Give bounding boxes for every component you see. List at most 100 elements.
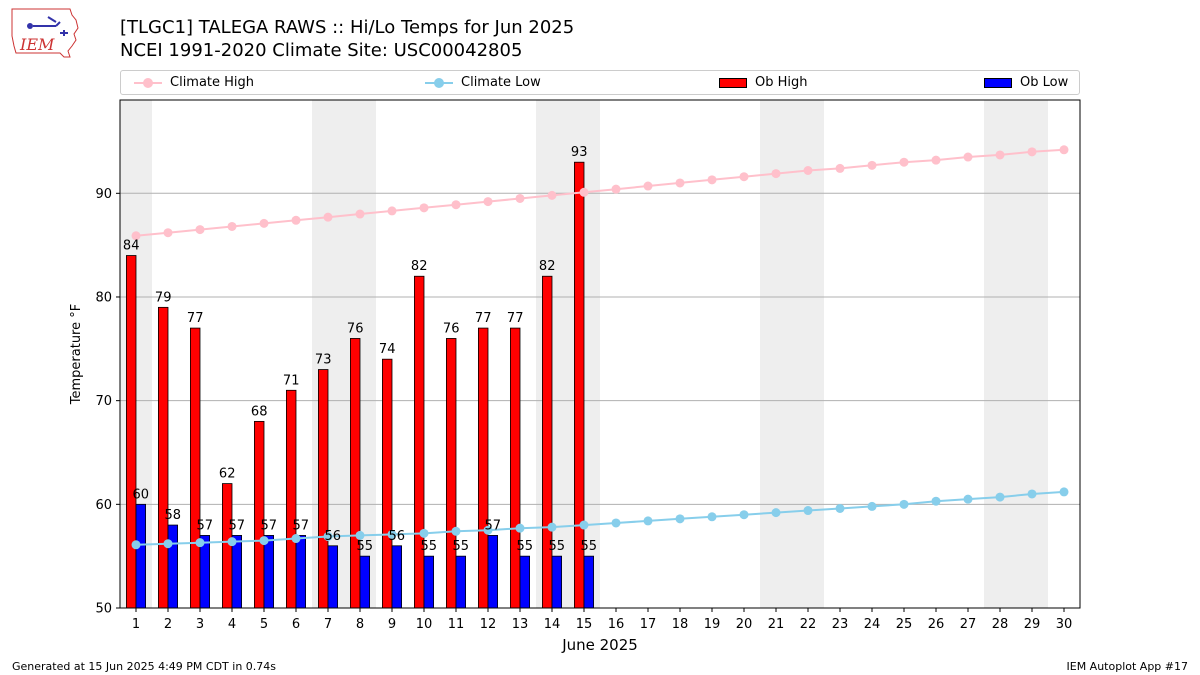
climate-low-point <box>995 492 1005 502</box>
climate-high-point <box>899 157 909 167</box>
bar-value-label: 57 <box>229 518 246 533</box>
ob-low-bar <box>327 545 339 608</box>
generated-timestamp: Generated at 15 Jun 2025 4:49 PM CDT in … <box>12 660 277 673</box>
climate-high-point <box>1027 147 1037 157</box>
climate-high-point <box>483 197 493 207</box>
legend-item-climate-high: Climate High <box>134 71 254 94</box>
ob-high-bar <box>349 338 361 608</box>
bar-value-label: 55 <box>549 539 566 554</box>
climate-high-point <box>995 150 1005 160</box>
legend-label: Climate High <box>170 75 255 90</box>
climate-low-point <box>1027 489 1037 499</box>
bar-value-label: 82 <box>539 259 556 274</box>
ob-low-bar <box>583 555 595 608</box>
iem-logo: IEM <box>11 8 79 58</box>
weather-station-icon <box>27 23 33 29</box>
x-tick-label: 29 <box>1024 617 1041 632</box>
ob-high-bar <box>445 338 457 608</box>
y-axis-label: Temperature °F <box>69 304 84 405</box>
climate-high-point <box>1059 145 1069 155</box>
ob-high-bar <box>509 327 521 608</box>
x-tick-label: 22 <box>800 617 817 632</box>
x-tick-label: 30 <box>1056 617 1073 632</box>
x-tick-label: 6 <box>292 617 300 632</box>
climate-high-line <box>135 148 1065 237</box>
climate-low-point <box>451 526 461 536</box>
legend-item-ob-high: Ob High <box>719 71 808 94</box>
ob-high-bar <box>285 389 297 608</box>
climate-low-point <box>163 539 173 549</box>
climate-low-point <box>291 534 301 544</box>
climate-low-point <box>419 528 429 538</box>
x-tick-label: 16 <box>608 617 625 632</box>
bar-value-label: 56 <box>389 529 406 544</box>
climate-high-point <box>195 225 205 235</box>
bar-value-label: 57 <box>293 518 310 533</box>
x-tick-label: 1 <box>132 617 140 632</box>
legend-label: Ob High <box>755 75 808 90</box>
y-tick-label: 90 <box>95 187 112 202</box>
x-tick-label: 18 <box>672 617 689 632</box>
climate-high-point <box>835 163 845 173</box>
legend-line-marker-icon <box>134 77 162 88</box>
climate-high-point <box>803 165 813 175</box>
legend-line-marker-icon <box>425 77 453 88</box>
bar-value-label: 84 <box>123 239 140 254</box>
bar-value-label: 77 <box>507 311 524 326</box>
bar-value-label: 93 <box>571 145 588 160</box>
ob-low-bar <box>135 503 146 608</box>
x-tick-label: 11 <box>448 617 465 632</box>
ob-low-bar <box>487 535 499 608</box>
bar-value-label: 62 <box>219 467 236 482</box>
climate-high-point <box>131 231 141 241</box>
iowa-outline-shape <box>11 8 79 58</box>
bar-value-label: 57 <box>261 518 278 533</box>
weekend-shade <box>984 100 1048 608</box>
ob-high-bar <box>253 420 265 608</box>
climate-low-point <box>675 514 685 524</box>
x-tick-label: 26 <box>928 617 945 632</box>
climate-low-point <box>131 540 141 550</box>
climate-low-point <box>643 516 653 526</box>
ob-low-bar <box>391 545 403 608</box>
ob-low-bar <box>359 555 371 608</box>
y-tick-label: 60 <box>95 498 112 513</box>
climate-high-point <box>163 228 173 238</box>
climate-high-point <box>547 190 557 200</box>
climate-low-point <box>867 501 877 511</box>
legend-item-ob-low: Ob Low <box>984 71 1068 94</box>
plot-frame <box>119 99 1081 609</box>
climate-high-point <box>291 215 301 225</box>
climate-low-point <box>835 503 845 513</box>
climate-high-point <box>579 187 589 197</box>
bar-value-label: 77 <box>475 311 492 326</box>
app-credit: IEM Autoplot App #17 <box>1066 660 1189 673</box>
chart-subtitle: NCEI 1991-2020 Climate Site: USC00042805 <box>120 40 523 61</box>
ob-high-bar <box>413 275 425 608</box>
climate-low-point <box>387 529 397 539</box>
bar-value-label: 76 <box>347 321 364 336</box>
x-tick-label: 8 <box>356 617 364 632</box>
y-tick-label: 80 <box>95 290 112 305</box>
chart-title: [TLGC1] TALEGA RAWS :: Hi/Lo Temps for J… <box>120 17 575 38</box>
ob-high-bar <box>157 306 169 608</box>
bar-value-label: 55 <box>581 539 598 554</box>
climate-low-point <box>195 538 205 548</box>
x-tick-label: 10 <box>416 617 433 632</box>
bar-value-label: 73 <box>315 353 332 368</box>
climate-low-point <box>515 523 525 533</box>
ob-low-bar <box>231 535 242 608</box>
climate-low-point <box>259 536 269 546</box>
x-tick-label: 17 <box>640 617 657 632</box>
ob-low-bar <box>199 535 210 608</box>
climate-low-point <box>355 530 365 540</box>
climate-high-point <box>675 178 685 188</box>
climate-low-point <box>963 494 973 504</box>
x-tick-label: 7 <box>324 617 332 632</box>
bar-value-label: 79 <box>155 290 172 305</box>
x-axis-label: June 2025 <box>561 636 638 654</box>
ob-low-bar <box>423 555 435 608</box>
bar-value-label: 68 <box>251 404 268 419</box>
ob-high-bar <box>126 255 137 608</box>
